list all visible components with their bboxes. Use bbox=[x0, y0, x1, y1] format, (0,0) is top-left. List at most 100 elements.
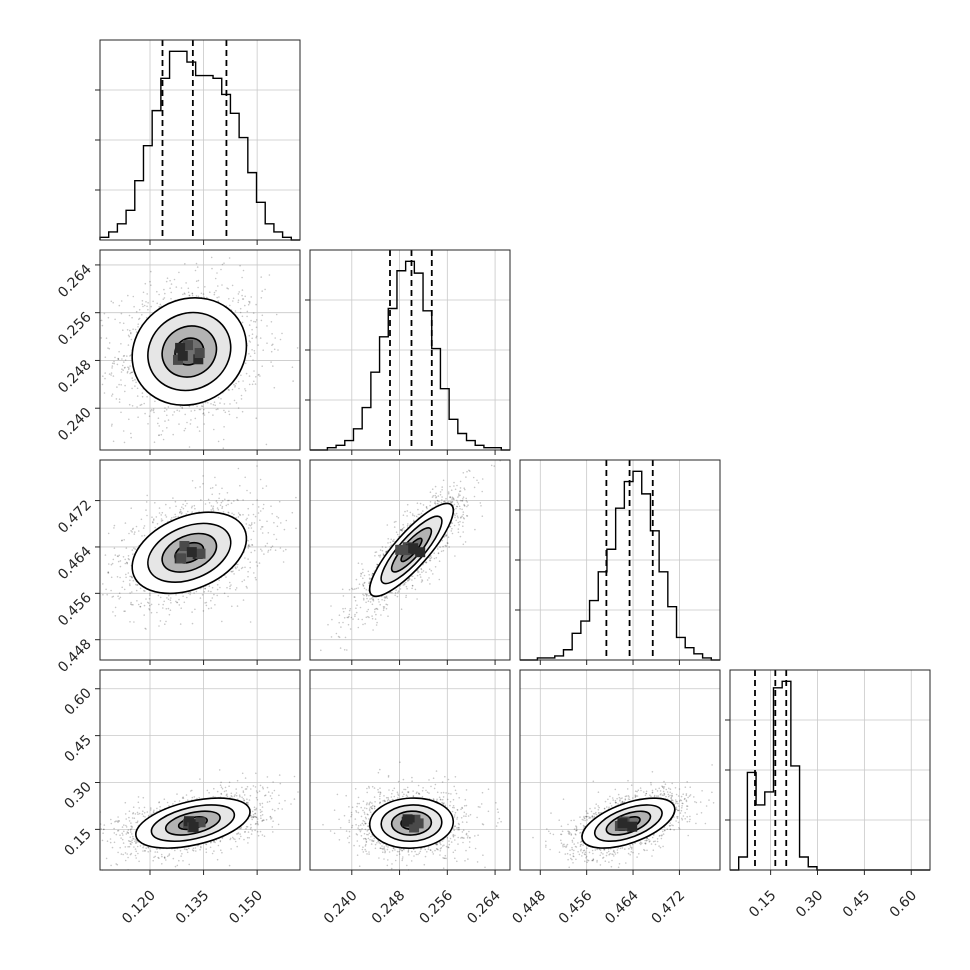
scatter-point bbox=[456, 505, 459, 508]
scatter-point bbox=[364, 622, 366, 625]
scatter-point bbox=[187, 287, 190, 290]
scatter-point bbox=[250, 296, 252, 298]
scatter-point bbox=[447, 536, 450, 538]
scatter-point bbox=[151, 516, 153, 518]
scatter-point bbox=[163, 410, 166, 413]
scatter-point bbox=[247, 303, 250, 306]
panel-1-1 bbox=[305, 249, 511, 455]
scatter-point bbox=[107, 316, 110, 319]
scatter-point bbox=[138, 318, 140, 321]
scatter-point bbox=[276, 515, 278, 518]
scatter-point bbox=[343, 649, 346, 651]
scatter-point bbox=[252, 530, 255, 533]
scatter-point bbox=[254, 812, 256, 815]
scatter-point bbox=[272, 343, 274, 346]
scatter-point bbox=[403, 526, 405, 529]
scatter-point bbox=[202, 293, 205, 295]
scatter-point bbox=[188, 294, 191, 297]
scatter-point bbox=[249, 524, 252, 527]
scatter-point bbox=[141, 300, 144, 302]
scatter-point bbox=[233, 383, 235, 386]
scatter-point bbox=[149, 592, 151, 595]
scatter-point bbox=[292, 380, 294, 382]
scatter-point bbox=[463, 504, 466, 507]
scatter-point bbox=[194, 269, 197, 272]
scatter-point bbox=[122, 369, 124, 372]
scatter-point bbox=[110, 372, 113, 374]
scatter-point bbox=[251, 522, 253, 524]
scatter-point bbox=[382, 609, 385, 611]
scatter-point bbox=[207, 401, 209, 404]
scatter-point bbox=[135, 525, 138, 528]
scatter-point bbox=[454, 488, 457, 491]
scatter-point bbox=[130, 371, 132, 374]
panel-2-2 bbox=[515, 459, 721, 665]
scatter-point bbox=[282, 550, 285, 552]
scatter-point bbox=[232, 297, 235, 300]
scatter-point bbox=[380, 614, 382, 616]
scatter-point bbox=[125, 576, 127, 579]
scatter-point bbox=[167, 607, 170, 610]
y-tick-label-1-3: 0.264 bbox=[55, 261, 95, 301]
scatter-point bbox=[127, 334, 130, 337]
scatter-point bbox=[133, 533, 136, 535]
scatter-point bbox=[201, 405, 204, 408]
scatter-point bbox=[147, 302, 149, 304]
scatter-point bbox=[169, 609, 172, 611]
scatter-point bbox=[169, 599, 172, 601]
scatter-point bbox=[241, 289, 244, 291]
scatter-point bbox=[459, 494, 461, 497]
scatter-point bbox=[172, 433, 174, 436]
scatter-point bbox=[167, 594, 170, 597]
scatter-point bbox=[271, 333, 273, 335]
scatter-point bbox=[259, 375, 261, 377]
scatter-point bbox=[227, 499, 229, 502]
scatter-point bbox=[235, 587, 238, 589]
scatter-point bbox=[254, 383, 257, 385]
scatter-point bbox=[245, 372, 248, 375]
scatter-point bbox=[125, 824, 127, 827]
scatter-point bbox=[254, 576, 257, 579]
scatter-point bbox=[447, 492, 450, 495]
scatter-point bbox=[119, 565, 122, 568]
scatter-point bbox=[456, 515, 459, 517]
scatter-point bbox=[363, 599, 365, 601]
scatter-point bbox=[169, 279, 171, 282]
scatter-point bbox=[406, 515, 408, 517]
scatter-point bbox=[439, 493, 442, 496]
scatter-point bbox=[114, 615, 117, 617]
scatter-point bbox=[231, 605, 233, 608]
scatter-point bbox=[355, 587, 358, 590]
scatter-point bbox=[241, 772, 244, 775]
scatter-point bbox=[416, 574, 419, 577]
scatter-point bbox=[431, 496, 434, 498]
scatter-point bbox=[280, 522, 282, 524]
scatter-point bbox=[244, 476, 246, 479]
scatter-point bbox=[144, 282, 147, 285]
scatter-point bbox=[264, 288, 266, 291]
scatter-point bbox=[441, 539, 444, 542]
scatter-point bbox=[249, 341, 252, 343]
scatter-point bbox=[204, 587, 206, 590]
scatter-point bbox=[362, 577, 364, 580]
scatter-point bbox=[348, 609, 351, 612]
scatter-point bbox=[249, 301, 251, 303]
scatter-point bbox=[190, 506, 193, 509]
scatter-point bbox=[233, 399, 236, 402]
scatter-point bbox=[122, 430, 125, 432]
scatter-point bbox=[469, 470, 471, 472]
scatter-point bbox=[248, 375, 251, 377]
scatter-point bbox=[164, 514, 167, 516]
scatter-point bbox=[165, 280, 168, 283]
scatter-point bbox=[457, 521, 460, 524]
scatter-point bbox=[433, 557, 436, 560]
scatter-point bbox=[192, 847, 195, 850]
scatter-point bbox=[338, 614, 341, 616]
scatter-point bbox=[176, 409, 178, 412]
scatter-point bbox=[147, 423, 149, 425]
scatter-point bbox=[121, 539, 123, 542]
scatter-point bbox=[102, 583, 104, 585]
scatter-point bbox=[201, 594, 204, 596]
scatter-point bbox=[459, 520, 461, 523]
scatter-point bbox=[371, 603, 374, 606]
